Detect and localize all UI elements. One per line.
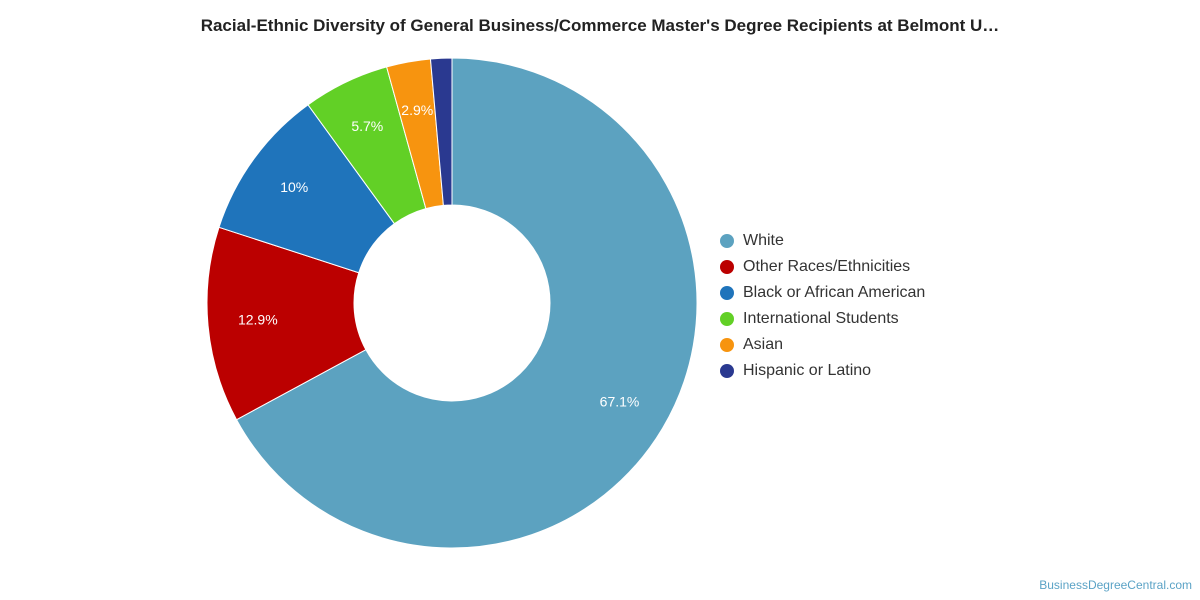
data-label-white: 67.1% [600, 393, 640, 409]
legend-label: International Students [743, 310, 899, 327]
legend-item-hispanic-or-latino[interactable]: Hispanic or Latino [720, 358, 925, 384]
legend-swatch-icon [720, 338, 734, 352]
slice-hispanic-or-latino[interactable] [429, 57, 453, 206]
data-label-other-races-ethnicities: 12.9% [238, 311, 278, 327]
chart-title: Racial-Ethnic Diversity of General Busin… [200, 16, 1000, 35]
legend-label: Other Races/Ethnicities [743, 258, 911, 275]
legend-swatch-icon [720, 234, 734, 248]
donut-slices [206, 57, 698, 549]
legend-swatch-icon [720, 286, 734, 300]
legend-label: Hispanic or Latino [743, 362, 872, 379]
legend-item-asian[interactable]: Asian [720, 332, 925, 358]
legend-item-black-or-african-american[interactable]: Black or African American [720, 280, 925, 306]
data-label-international-students: 5.7% [351, 118, 383, 134]
legend-swatch-icon [720, 364, 734, 378]
slice-other-races-ethnicities[interactable] [206, 226, 367, 421]
legend-label: Black or African American [743, 284, 926, 301]
donut-data-labels: 67.1% 12.9% 10% 5.7% 2.9% [238, 102, 639, 410]
legend-item-other-races-ethnicities[interactable]: Other Races/Ethnicities [720, 254, 925, 280]
data-label-asian: 2.9% [401, 102, 433, 118]
legend-label: White [743, 232, 784, 249]
legend-swatch-icon [720, 312, 734, 326]
legend-item-white[interactable]: White [720, 228, 925, 254]
legend-swatch-icon [720, 260, 734, 274]
slice-white[interactable] [235, 57, 698, 549]
data-label-black-or-african-american: 10% [280, 179, 308, 195]
source-credit[interactable]: BusinessDegreeCentral.com [1039, 578, 1192, 592]
chart-legend: White Other Races/Ethnicities Black or Afr… [720, 228, 925, 384]
legend-label: Asian [743, 336, 784, 353]
legend-item-international-students[interactable]: International Students [720, 306, 925, 332]
